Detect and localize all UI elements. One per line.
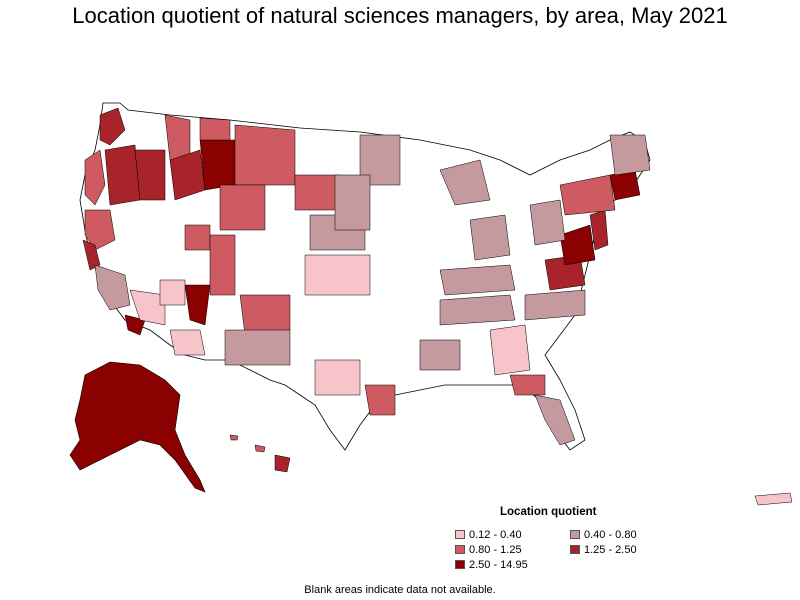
- region-ma: [609, 169, 641, 201]
- legend-swatch: [570, 545, 580, 554]
- map-title: Location quotient of natural sciences ma…: [72, 3, 728, 28]
- region-mt-east: [234, 124, 296, 186]
- legend-label: 2.50 - 14.95: [469, 558, 528, 571]
- region-ne-states: [609, 134, 651, 176]
- region-pa: [529, 199, 566, 246]
- region-az-north: [159, 279, 186, 306]
- puerto-rico: [754, 492, 793, 506]
- region-or-coast: [84, 149, 106, 206]
- legend-label: 0.12 - 0.40: [469, 528, 522, 541]
- region-la: [419, 339, 461, 371]
- region-ca-inland: [129, 289, 166, 326]
- region-ga: [489, 324, 531, 376]
- region-mi: [439, 159, 491, 206]
- region-mn: [334, 174, 371, 231]
- legend-swatch: [570, 530, 580, 539]
- legend-label: 0.80 - 1.25: [469, 543, 522, 556]
- legend-item: 0.12 - 0.40: [455, 528, 522, 541]
- legend-item: 0.80 - 1.25: [455, 543, 522, 556]
- region-tx-houston: [364, 384, 396, 416]
- east-regions: [439, 134, 651, 446]
- region-tn: [439, 294, 516, 326]
- region-oh: [469, 214, 511, 261]
- region-ca-central: [94, 264, 131, 311]
- region-or-east: [134, 149, 166, 201]
- northwest-regions: [84, 107, 296, 231]
- region-mt-west: [199, 117, 231, 141]
- region-wy: [219, 184, 266, 231]
- region-hawaii-oahu: [229, 434, 239, 441]
- region-nc: [524, 289, 586, 321]
- us-choropleth-map: [69, 102, 793, 506]
- legend-label: 1.25 - 2.50: [584, 543, 637, 556]
- region-fl-north: [509, 374, 546, 396]
- alaska: [69, 361, 206, 493]
- region-az-central: [169, 329, 206, 356]
- footnote: Blank areas indicate data not available.: [304, 584, 496, 596]
- central-regions: [294, 134, 461, 416]
- region-ky: [439, 264, 516, 296]
- region-nm-central: [224, 329, 291, 366]
- region-hawaii-big: [274, 454, 291, 473]
- region-wa-west: [99, 107, 126, 146]
- legend-title: Location quotient: [500, 506, 597, 518]
- legend-item: 1.25 - 2.50: [570, 543, 637, 556]
- region-nm-north: [239, 294, 291, 336]
- region-ca-north: [84, 209, 116, 251]
- map-legend: Location quotient 0.12 - 0.40 0.40 - 0.8…: [455, 506, 685, 576]
- legend-item: 2.50 - 14.95: [455, 558, 528, 571]
- region-ca-bay: [82, 239, 101, 271]
- region-ks: [304, 254, 371, 296]
- legend-swatch: [455, 545, 465, 554]
- legend-label: 0.40 - 0.80: [584, 528, 637, 541]
- region-md-dc: [559, 224, 596, 266]
- southwest-regions: [159, 224, 291, 366]
- region-fl-peninsula: [534, 394, 576, 446]
- region-alaska: [69, 361, 206, 493]
- region-sd: [294, 174, 341, 211]
- hawaii: [229, 434, 291, 473]
- region-or-central: [104, 144, 141, 206]
- region-nv-south: [184, 284, 211, 326]
- legend-swatch: [455, 530, 465, 539]
- region-hawaii-maui: [254, 444, 266, 453]
- region-ny: [559, 174, 616, 216]
- region-co: [209, 234, 236, 296]
- region-tx-central: [314, 359, 361, 396]
- region-id-east: [199, 139, 236, 191]
- region-nd: [359, 134, 401, 186]
- legend-item: 0.40 - 0.80: [570, 528, 637, 541]
- legend-swatch: [455, 560, 465, 569]
- region-puerto-rico: [754, 492, 793, 506]
- california-regions: [82, 209, 166, 336]
- region-ut: [184, 224, 211, 251]
